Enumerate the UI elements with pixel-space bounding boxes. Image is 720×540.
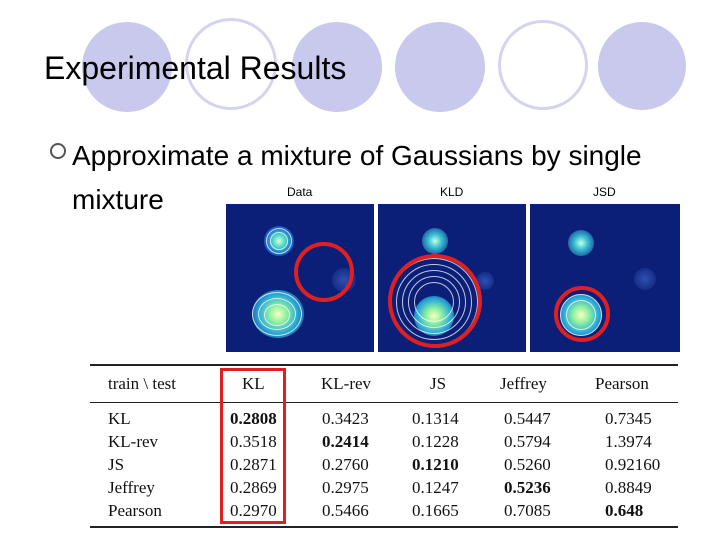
contour-ring [252,292,302,336]
decor-circle-4 [395,22,485,112]
table-cell: 0.2975 [322,478,369,497]
header-cell: KL [242,374,265,393]
table-cell: 0.2414 [322,432,369,451]
table-header-rule [90,402,678,403]
table-cell: 0.5260 [504,455,551,474]
header-cell: KL-rev [321,374,372,393]
table-cell: 0.5236 [504,478,551,497]
slide-title: Experimental Results [44,50,347,86]
table-cell: 0.2760 [322,455,369,474]
table-cell: 0.1247 [412,478,459,497]
header-cell: JS [430,374,447,393]
header-cell: train \ test [108,374,176,393]
table-cell: 0.1210 [412,455,459,474]
decor-circle-6 [598,22,686,110]
table-cell: 0.1314 [412,409,459,428]
highlight-circle [554,286,610,342]
panel-label-kld: KLD [440,185,464,199]
decor-circle-2 [185,18,277,110]
row-label: Jeffrey [108,478,155,497]
contour-ring [264,304,290,326]
row-label: JS [108,455,125,474]
panel-label-jsd: JSD [593,185,616,199]
bullet-text: Approximate a mixture of Gaussians by si… [72,140,642,215]
kl-column-highlight [220,368,286,524]
table-cell: 0.92160 [605,455,661,474]
bullet-icon [50,143,66,159]
table-cell: 0.3518 [230,432,277,451]
gaussian-blob [422,228,448,254]
highlight-circle [294,242,354,302]
row-label: KL-rev [108,432,159,451]
row-label: KL [108,409,131,428]
row-label: Pearson [108,501,162,520]
table-cell: 0.3423 [322,409,369,428]
table-bottom-rule [90,526,678,528]
panel-label-data: Data [287,185,313,199]
table-cell: 0.1228 [412,432,459,451]
header-cell: Pearson [595,374,649,393]
gaussian-blob [476,272,494,290]
table-cell: 0.8849 [605,478,652,497]
decor-circle-5 [498,20,588,110]
panel-kld [378,204,526,352]
table-cell: 0.2869 [230,478,277,497]
header-cell: Jeffrey [500,374,547,393]
table-cell: 0.7345 [605,409,652,428]
decor-circle-1 [82,22,172,112]
table-top-rule [90,364,678,366]
contour-ring [258,298,296,330]
panel-jsd [530,204,680,352]
contour-ring [270,232,288,250]
decor-circle-3 [292,22,382,112]
table-cell: 0.5794 [504,432,551,451]
table-cell: 0.7085 [504,501,551,520]
table-cell: 0.2970 [230,501,277,520]
gaussian-blob [634,268,656,290]
table-cell: 0.1665 [412,501,459,520]
table-cell: 0.2808 [230,409,277,428]
table-cell: 0.5447 [504,409,551,428]
panel-data [226,204,374,352]
table-cell: 0.5466 [322,501,369,520]
table-cell: 1.3974 [605,432,652,451]
table-cell: 0.648 [605,501,644,520]
contour-ring [266,228,292,254]
gaussian-blob [568,230,594,256]
table-cell: 0.2871 [230,455,277,474]
highlight-circle [388,254,482,348]
